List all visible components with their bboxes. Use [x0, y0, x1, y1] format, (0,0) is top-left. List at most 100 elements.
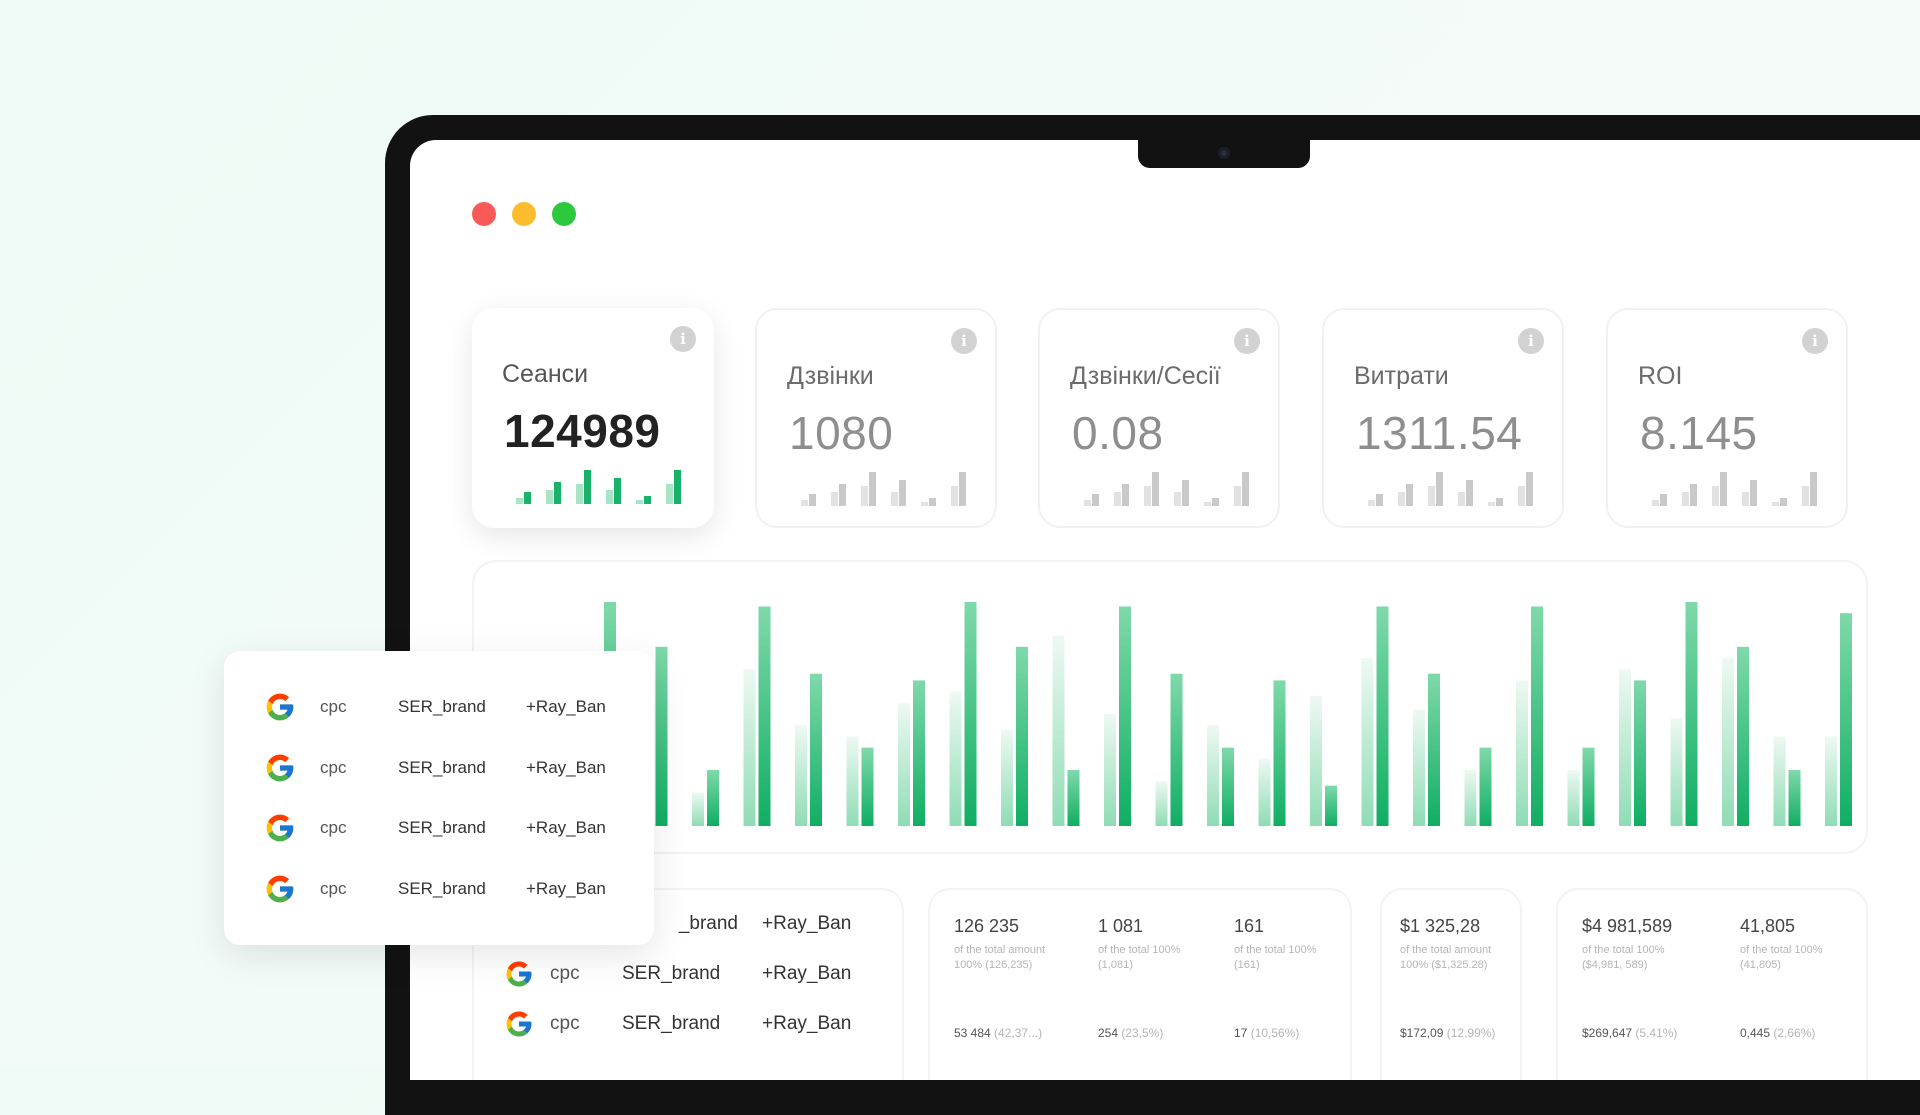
kpi-card-calls-per-session[interactable]: i Дзвінки/Сесії 0.08 — [1038, 308, 1280, 528]
medium-cell: cpc — [550, 1013, 580, 1034]
sparkline-bar-light — [636, 500, 643, 504]
sparkline-bar — [1436, 472, 1443, 506]
chart-bar — [1273, 680, 1286, 826]
sparkline-bar-light — [801, 500, 808, 506]
chart-bar-secondary — [1310, 696, 1322, 826]
kpi-value: 124989 — [504, 405, 661, 457]
sparkline-bar — [1750, 480, 1757, 506]
chart-bar — [1788, 770, 1801, 826]
sparkline-bar-light — [1652, 500, 1659, 506]
chart-bar-secondary — [1104, 714, 1116, 826]
sparkline-bar — [1690, 484, 1697, 506]
sparkline-bar — [959, 472, 966, 506]
stat-subtitle: of the total amount 100% ($1,325.28) — [1400, 944, 1492, 971]
sparkline-bar — [584, 470, 591, 504]
chart-bar — [1840, 613, 1852, 826]
sparkline-bar-light — [1204, 502, 1211, 506]
kpi-label: Витрати — [1354, 362, 1449, 390]
close-window-button[interactable] — [472, 202, 496, 226]
stat-value: 161 — [1234, 916, 1265, 936]
kpi-value: 1080 — [789, 407, 894, 459]
sparkline-bar — [1122, 484, 1129, 506]
kpi-label: ROI — [1638, 362, 1683, 390]
chart-bar-secondary — [795, 725, 807, 826]
sparkline-bar-light — [576, 484, 583, 504]
stat-revenue: $4 981,589 of the total 100% ($4,981, 58… — [1582, 916, 1678, 1040]
stats-panel-traffic: 126 235 of the total amount 100% (126,23… — [928, 888, 1352, 1080]
stat-sessions: 126 235 of the total amount 100% (126,23… — [954, 916, 1050, 1040]
info-icon[interactable]: i — [1802, 328, 1828, 354]
info-icon[interactable]: i — [1234, 328, 1260, 354]
chart-bar — [1479, 747, 1492, 826]
sparkline-bar — [1660, 494, 1667, 506]
info-icon[interactable]: i — [1518, 328, 1544, 354]
google-icon — [266, 693, 294, 721]
sparkline-bar — [1780, 498, 1787, 506]
stat-calls: 1 081 of the total 100% (1,081) 254 (23,… — [1098, 916, 1194, 1040]
sparkline-bar-light — [951, 486, 958, 506]
camera-notch — [1138, 140, 1310, 168]
keyword-cell: +Ray_Ban — [526, 758, 606, 777]
table-row[interactable]: cpc SER_brand +Ray_Ban — [474, 1004, 874, 1044]
sparkline-bar-light — [1518, 486, 1525, 506]
kpi-card-roi[interactable]: i ROI 8.145 — [1606, 308, 1848, 528]
keyword-cell: +Ray_Ban — [762, 913, 852, 934]
info-icon[interactable]: i — [951, 328, 977, 354]
chart-bar-secondary — [1464, 770, 1477, 826]
kpi-card-costs[interactable]: i Витрати 1311.54 — [1322, 308, 1564, 528]
sparkline-bar-light — [1488, 502, 1495, 506]
stat-subtitle: of the total amount 100% (126,235) — [954, 944, 1046, 971]
popup-row[interactable]: cpc SER_brand +Ray_Ban — [224, 746, 654, 790]
chart-bar-secondary — [949, 691, 962, 826]
sparkline-bar-light — [1428, 486, 1435, 506]
sparkline-bar-light — [1368, 500, 1375, 506]
sparkline-bar-light — [546, 490, 553, 504]
minimize-window-button[interactable] — [512, 202, 536, 226]
sparkline-bar — [674, 470, 681, 504]
kpi-card-calls[interactable]: i Дзвінки 1080 — [755, 308, 997, 528]
app-window: i Сеанси 124989 i Дзвінки 1080 i Дзвінки… — [410, 140, 1920, 1080]
campaign-cell: SER_brand — [398, 758, 486, 777]
stat-value: $1 325,28 — [1400, 916, 1481, 936]
chart-bar — [810, 673, 822, 826]
popup-row[interactable]: cpc SER_brand +Ray_Ban — [224, 867, 654, 911]
sparkline-chart — [1652, 472, 1817, 506]
sparkline-bar — [554, 482, 561, 504]
popup-row[interactable]: cpc SER_brand +Ray_Ban — [224, 685, 654, 729]
chart-bar-secondary — [1001, 729, 1013, 826]
table-row[interactable]: cpc SER_brand +Ray_Ban — [474, 954, 874, 994]
sparkline-bar — [1406, 484, 1413, 506]
sparkline-bar — [1466, 480, 1473, 506]
chart-bar-secondary — [898, 702, 910, 826]
sparkline-chart — [1084, 472, 1249, 506]
keyword-cell: +Ray_Ban — [762, 963, 852, 984]
popup-row[interactable]: cpc SER_brand +Ray_Ban — [224, 806, 654, 850]
stat-subtitle: of the total 100% ($4,981, 589) — [1582, 944, 1665, 971]
kpi-label: Дзвінки — [787, 362, 874, 390]
medium-cell: cpc — [320, 758, 347, 777]
sparkline-bar-light — [606, 490, 613, 504]
info-icon[interactable]: i — [670, 326, 696, 352]
stat-subtitle: of the total 100% (161) — [1234, 944, 1317, 971]
medium-cell: cpc — [320, 818, 347, 837]
kpi-card-sessions[interactable]: i Сеанси 124989 — [472, 308, 714, 528]
maximize-window-button[interactable] — [552, 202, 576, 226]
chart-bar-secondary — [1670, 718, 1683, 826]
chart-bar-secondary — [1619, 669, 1631, 826]
campaign-cell: SER_brand — [398, 697, 486, 716]
kpi-label: Сеанси — [502, 360, 589, 388]
chart-bar — [1531, 606, 1543, 826]
sparkline-bar-light — [861, 486, 868, 506]
campaign-cell: SER_brand — [398, 879, 486, 898]
chart-bar — [1685, 602, 1698, 826]
chart-bar — [1067, 770, 1080, 826]
sparkline-chart — [1368, 472, 1533, 506]
chart-bar-secondary — [1516, 680, 1528, 826]
google-icon — [266, 754, 294, 782]
chart-bar-secondary — [1773, 736, 1786, 826]
campaign-cell: SER_brand — [622, 1013, 721, 1034]
chart-bar-secondary — [1361, 658, 1374, 826]
sparkline-bar — [1092, 494, 1099, 506]
main-bar-chart — [604, 602, 1852, 826]
chart-bar-secondary — [1567, 770, 1580, 826]
